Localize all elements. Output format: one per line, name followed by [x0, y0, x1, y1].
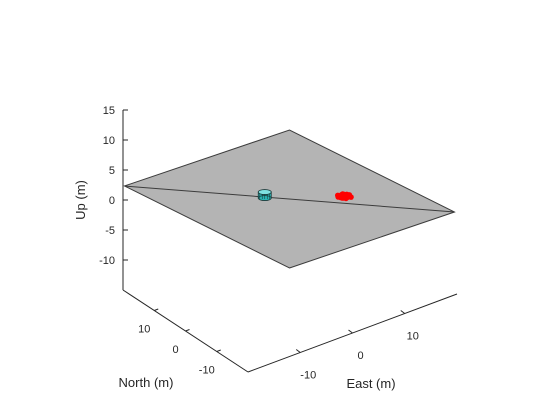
ground-plane-diagonal: [124, 185, 455, 213]
y-tick-mark: [154, 308, 159, 311]
x-ticks: -10 0 10: [295, 310, 419, 382]
x-tick-label: -10: [300, 370, 316, 382]
point-cloud: [335, 191, 354, 202]
x-tick-mark: [400, 310, 406, 314]
y-tick-label: -10: [199, 365, 215, 377]
x-tick-mark: [295, 349, 301, 353]
z-tick-label: -10: [99, 255, 115, 267]
data-point: [339, 195, 346, 201]
y-tick-mark: [185, 329, 190, 332]
z-tick-label: 10: [103, 135, 115, 147]
y-tick-mark: [216, 349, 221, 352]
y-tick-label: 0: [172, 344, 178, 356]
z-axis-label: Up (m): [73, 180, 88, 220]
x-axis-label: East (m): [346, 376, 395, 391]
x-tick-mark: [348, 329, 353, 334]
vehicle-marker: [257, 189, 272, 201]
z-tick-label: -5: [105, 225, 115, 237]
z-tick-label: 0: [109, 195, 115, 207]
z-ticks: -10 -5 0 5 10 15: [99, 105, 128, 267]
x-tick-label: 0: [357, 350, 363, 362]
z-tick-label: 15: [103, 105, 115, 117]
data-point: [335, 192, 341, 199]
y-axis-label: North (m): [119, 375, 174, 390]
z-tick-label: 5: [109, 165, 115, 177]
data-point: [346, 192, 353, 198]
y-tick-label: 10: [138, 324, 150, 336]
vehicle-top: [257, 189, 272, 195]
y-ticks: -10 0 10: [138, 308, 221, 377]
x-tick-label: 10: [407, 331, 419, 343]
